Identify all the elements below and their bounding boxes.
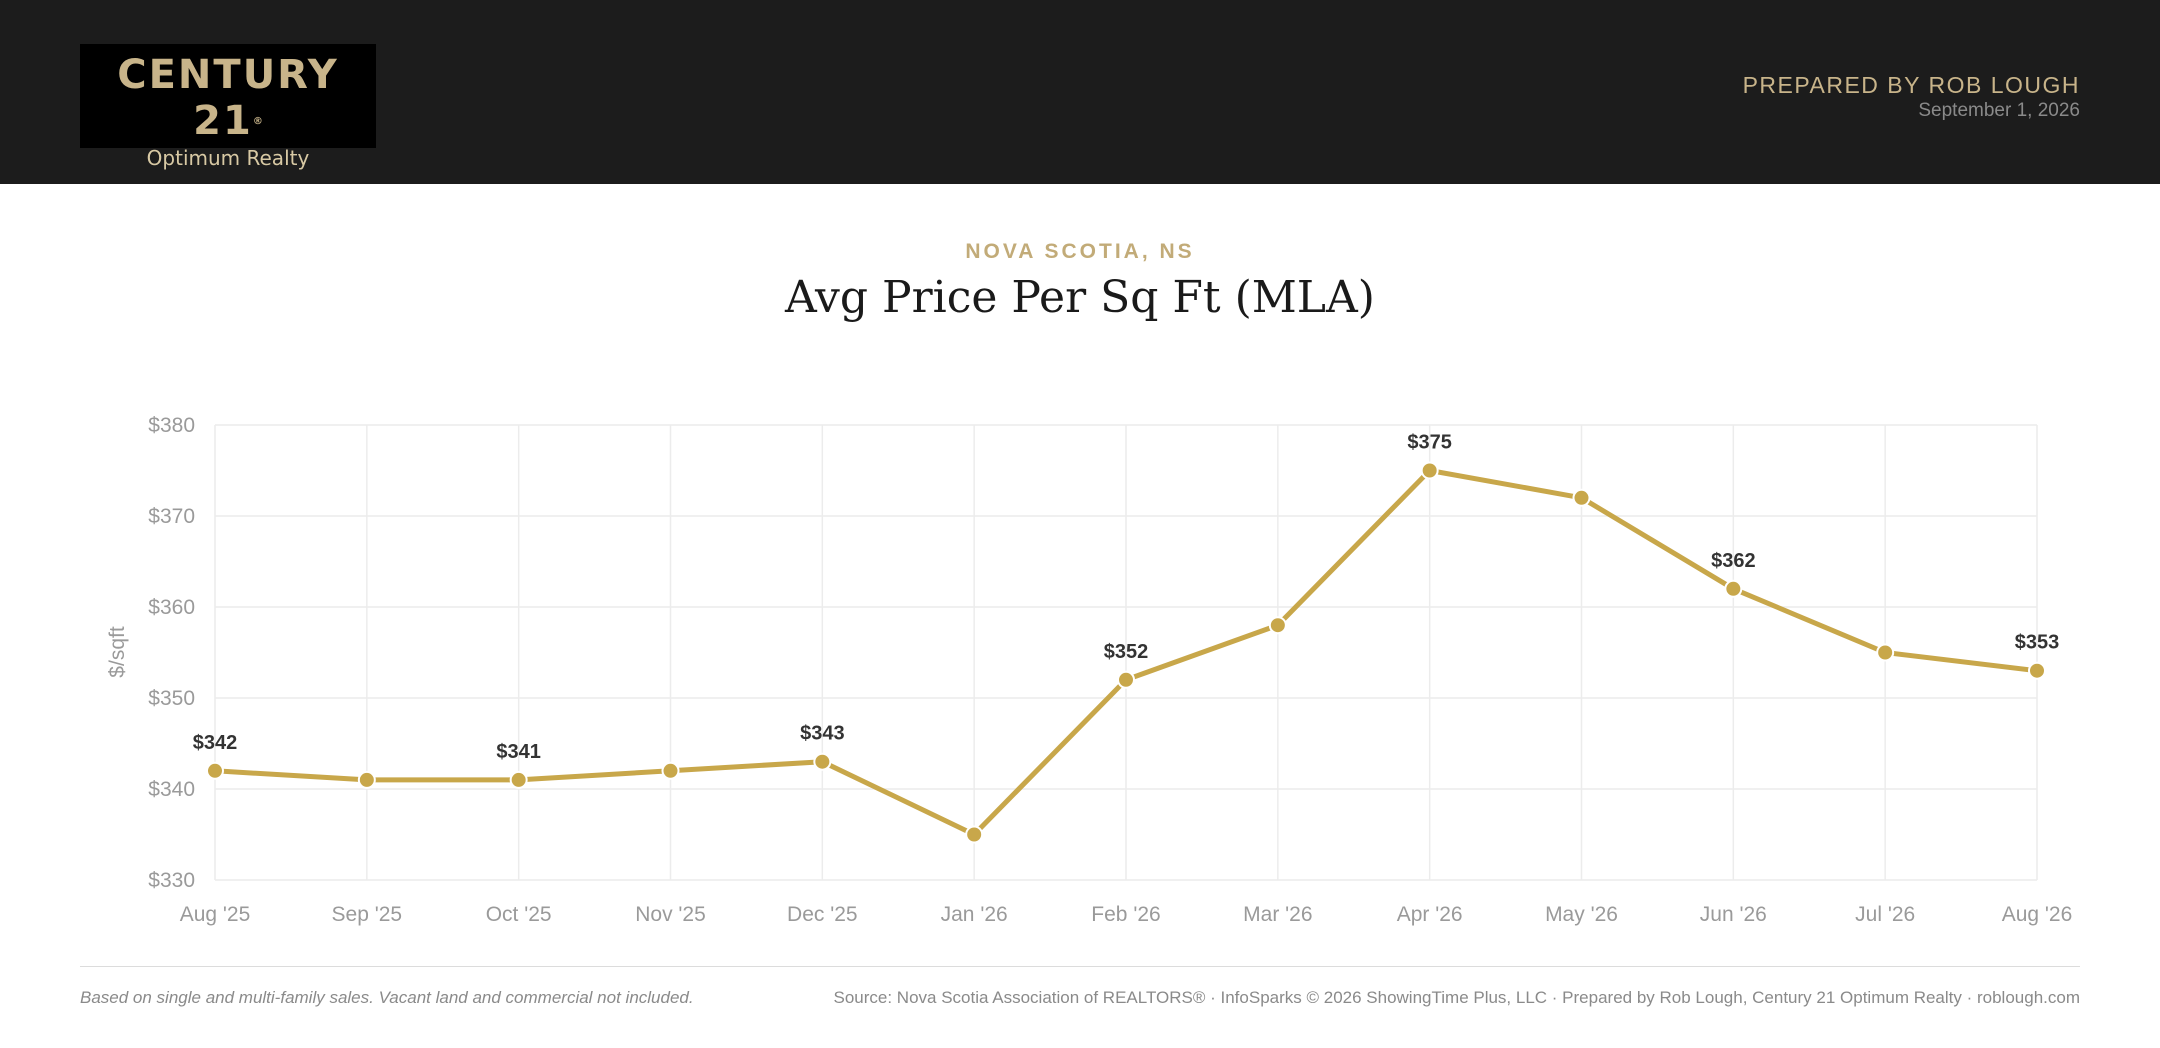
logo-brand-text: CENTURY 21: [117, 52, 339, 144]
footer-source: Source: Nova Scotia Association of REALT…: [833, 988, 2081, 1007]
x-tick-label: Aug '25: [180, 903, 251, 926]
logo-brand-sub: Optimum Realty: [146, 146, 310, 170]
data-label: $375: [1407, 432, 1452, 454]
data-point: [1724, 579, 1743, 598]
y-tick-label: $360: [148, 596, 195, 619]
line-chart: $330 $340 $350 $360 $370 $380 Aug '25 Sep '25 Oc…: [106, 414, 2073, 926]
x-tick-label: Feb '26: [1091, 903, 1160, 926]
data-point: [1117, 670, 1135, 689]
data-label: $343: [800, 723, 845, 745]
data-point: [357, 770, 376, 789]
x-tick-label: Nov '25: [635, 903, 706, 926]
x-tick-label: Sep '25: [332, 903, 403, 926]
data-label: $342: [193, 732, 238, 754]
data-point: [206, 761, 224, 780]
data-label: $352: [1104, 641, 1149, 663]
report-header: CENTURY 21® Optimum Realty PREPARED BY R…: [0, 0, 2160, 184]
x-tick-label: Jan '26: [941, 903, 1008, 926]
y-axis-label: $/sqft: [106, 626, 129, 678]
x-tick-label: Aug '26: [2002, 903, 2073, 926]
logo-registered-mark: ®: [252, 116, 263, 127]
data-label: $362: [1711, 550, 1756, 572]
data-point: [1572, 488, 1591, 507]
data-point: [965, 825, 984, 844]
century21-logo: CENTURY 21® Optimum Realty: [80, 44, 376, 170]
x-tick-label: Mar '26: [1243, 903, 1312, 926]
data-point: [813, 752, 832, 771]
data-point: [2028, 661, 2046, 680]
data-point: [1876, 643, 1895, 662]
footer-note: Based on single and multi-family sales. …: [80, 988, 694, 1007]
x-tick-label: Jul '26: [1855, 903, 1915, 926]
x-tick-label: Dec '25: [787, 903, 858, 926]
x-tick-label: May '26: [1545, 903, 1618, 926]
x-tick-label: Apr '26: [1397, 903, 1463, 926]
data-label: $341: [496, 741, 541, 763]
data-label: $353: [2015, 632, 2060, 654]
data-point: [509, 770, 528, 789]
y-tick-label: $330: [148, 869, 195, 892]
data-point: [1268, 616, 1287, 635]
data-point: [1420, 461, 1439, 480]
prepared-by: PREPARED BY ROB LOUGH: [1742, 72, 2080, 98]
y-tick-label: $380: [148, 414, 195, 437]
x-tick-label: Jun '26: [1700, 903, 1767, 926]
y-tick-label: $340: [148, 778, 195, 801]
logo-brand-main: CENTURY 21®: [80, 52, 376, 144]
data-point: [661, 761, 680, 780]
region-label: NOVA SCOTIA, NS: [965, 240, 1195, 263]
y-tick-label: $350: [148, 687, 195, 710]
footer-divider: [80, 966, 2080, 967]
chart-title: Avg Price Per Sq Ft (MLA): [785, 272, 1375, 323]
x-tick-label: Oct '25: [486, 903, 552, 926]
report-date: September 1, 2026: [1918, 100, 2080, 121]
y-tick-label: $370: [148, 505, 195, 528]
